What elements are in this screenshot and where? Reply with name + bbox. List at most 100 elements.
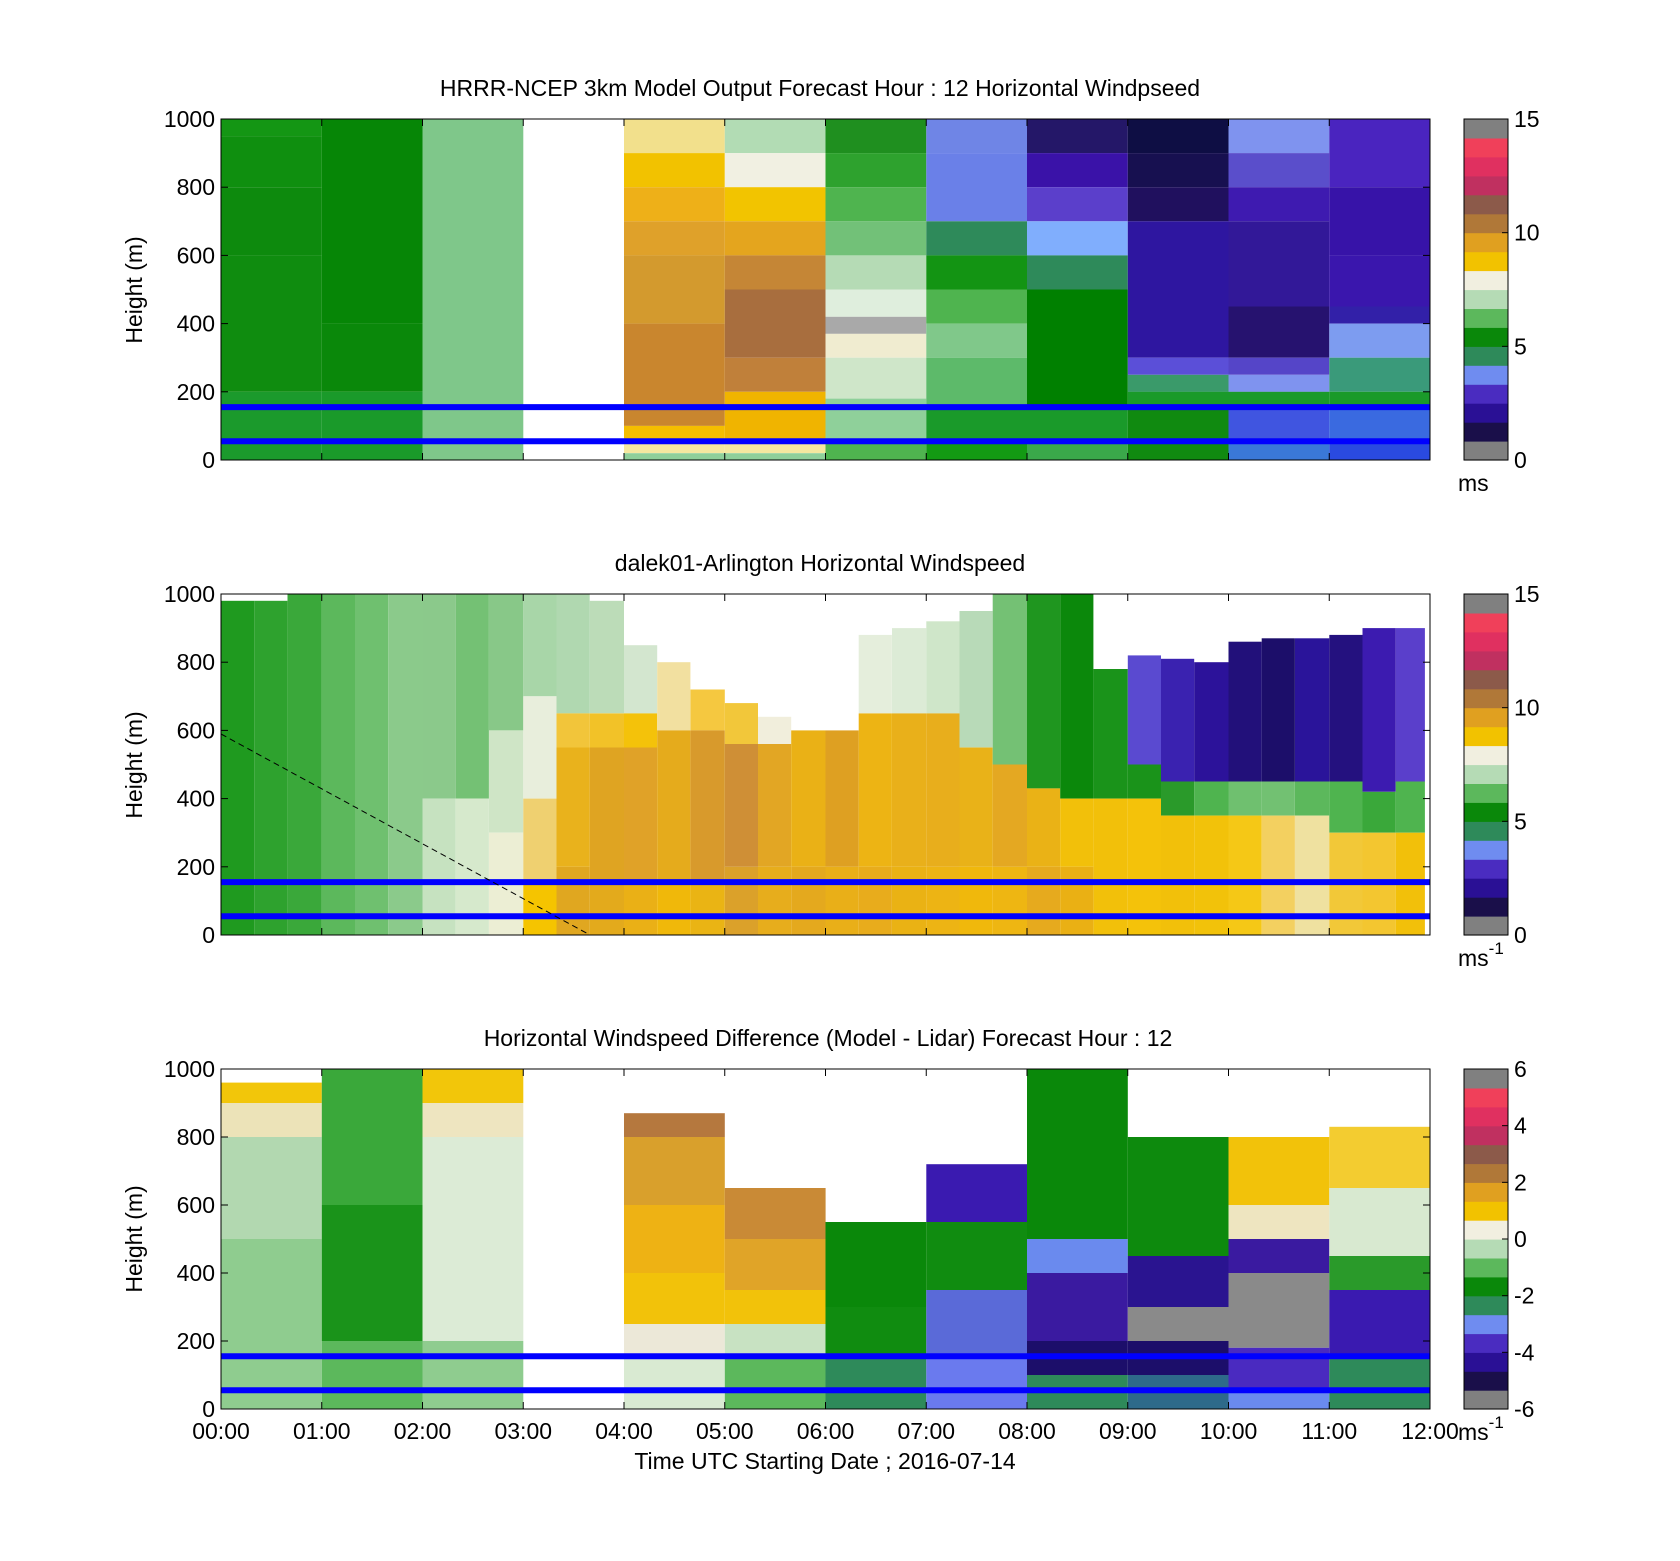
colorbar-unit: ms-1: [1458, 1413, 1504, 1445]
heatmap-cell: [1261, 638, 1295, 782]
heatmap-cell: [791, 730, 826, 867]
y-tick-label: 400: [177, 1260, 215, 1286]
heatmap-cell: [959, 866, 993, 935]
y-tick-label: 0: [202, 447, 215, 473]
heatmap-cell: [825, 866, 859, 935]
colorbar-segment: [1464, 308, 1508, 328]
heatmap-cell: [858, 634, 892, 714]
colorbar-segment: [1464, 327, 1508, 347]
panel-difference-heatmap: [221, 1069, 1431, 1409]
heatmap-cell: [1228, 357, 1330, 375]
colorbar-segment: [1464, 669, 1508, 690]
heatmap-cell: [959, 747, 993, 867]
heatmap-cell: [1027, 1273, 1128, 1341]
heatmap-cell: [1329, 357, 1431, 392]
heatmap-cell: [1228, 1239, 1330, 1273]
colorbar-segment: [1464, 802, 1508, 822]
colorbar-tick-label: 5: [1514, 808, 1527, 834]
colorbar-segment: [1464, 1239, 1508, 1259]
colorbar-segment: [1464, 840, 1508, 860]
colorbar-tick-label: -2: [1514, 1283, 1534, 1309]
colorbar-segment: [1464, 1352, 1508, 1372]
panel-model-heatmap: [221, 119, 1431, 460]
colorbar-tick-label: -6: [1514, 1396, 1534, 1422]
heatmap-cell: [624, 453, 725, 460]
colorbar-segment: [1464, 232, 1508, 253]
heatmap-cell: [1295, 638, 1330, 782]
heatmap-cell: [926, 442, 1028, 460]
heatmap-cell: [892, 713, 927, 867]
heatmap-cell: [221, 1137, 322, 1239]
heatmap-cell: [657, 662, 691, 731]
heatmap-cell: [1127, 119, 1229, 154]
heatmap-cell: [724, 453, 826, 460]
colorbar-segment: [1464, 1069, 1508, 1089]
heatmap-cell: [1228, 1137, 1330, 1205]
heatmap-cell: [1329, 1358, 1431, 1409]
heatmap-cell: [624, 713, 658, 748]
heatmap-cell: [1329, 323, 1431, 358]
x-tick-label: 01:00: [293, 1418, 351, 1444]
panel-lidar-x-tickmarks: [220, 594, 1431, 935]
y-tick-label: 800: [177, 649, 215, 675]
panel-model-title: HRRR-NCEP 3km Model Output Forecast Hour…: [440, 75, 1200, 101]
heatmap-cell: [1127, 655, 1161, 765]
x-tick-label: 02:00: [394, 1418, 452, 1444]
colorbar-segment: [1464, 365, 1508, 385]
heatmap-cell: [556, 747, 590, 867]
panel-model-x-tickmarks: [220, 119, 1431, 460]
x-tick-label: 06:00: [797, 1418, 855, 1444]
colorbar-segment: [1464, 346, 1508, 366]
heatmap-cell: [1060, 866, 1094, 935]
colorbar-segment: [1464, 1295, 1508, 1316]
heatmap-cell: [523, 594, 557, 697]
colorbar-frame: [1463, 118, 1509, 461]
heatmap-cell: [221, 1103, 322, 1137]
heatmap-cell: [422, 1137, 524, 1341]
colorbar-tick-label: 0: [1514, 1226, 1527, 1252]
y-tick-label: 800: [177, 174, 215, 200]
colorbar-tick-label: -4: [1514, 1339, 1535, 1365]
colorbar-segment: [1464, 289, 1508, 309]
heatmap-cell: [657, 883, 691, 935]
heatmap-cell: [1093, 798, 1128, 935]
heatmap-cell: [523, 883, 557, 935]
heatmap-cell: [825, 119, 927, 154]
heatmap-cell: [1127, 1307, 1229, 1341]
colorbar-tick-label: 5: [1514, 333, 1527, 359]
y-tick-label: 400: [177, 311, 215, 337]
colorbar-tick-label: 2: [1514, 1169, 1527, 1195]
colorbar-segment: [1464, 1220, 1508, 1240]
heatmap-cell: [221, 1239, 322, 1409]
heatmap-cell: [1027, 255, 1128, 290]
heatmap-cell: [321, 1069, 423, 1205]
heatmap-cell: [422, 1341, 524, 1409]
heatmap-cell: [1362, 628, 1396, 792]
heatmap-cell: [926, 866, 960, 935]
colorbar-unit: ms: [1458, 470, 1489, 496]
heatmap-cell: [624, 1358, 725, 1409]
heatmap-cell: [624, 1273, 725, 1324]
heatmap-cell: [1329, 255, 1431, 307]
heatmap-cell: [1228, 306, 1330, 358]
panel-lidar: dalek01-Arlington Horizontal Windspeed 0…: [121, 550, 1540, 971]
colorbar-segment: [1464, 688, 1508, 709]
colorbar-segment: [1464, 194, 1508, 215]
heatmap-cell: [926, 323, 1028, 358]
colorbar-segment: [1464, 859, 1508, 879]
colorbar-tick-label: 0: [1514, 922, 1527, 948]
colorbar-segment: [1464, 764, 1508, 784]
heatmap-cell: [1329, 306, 1431, 324]
panel-model-reference-lines: [221, 404, 1430, 445]
y-tick-label: 600: [177, 717, 215, 743]
heatmap-cell: [724, 255, 826, 290]
heatmap-cell: [624, 747, 658, 884]
heatmap-cell: [422, 119, 524, 460]
heatmap-cell: [624, 187, 725, 222]
colorbar-tick-label: 10: [1514, 695, 1540, 721]
heatmap-cell: [489, 594, 524, 731]
y-tick-label: 800: [177, 1124, 215, 1150]
heatmap-cell: [1127, 408, 1229, 460]
heatmap-cell: [825, 1307, 927, 1358]
heatmap-cell: [1228, 439, 1330, 460]
